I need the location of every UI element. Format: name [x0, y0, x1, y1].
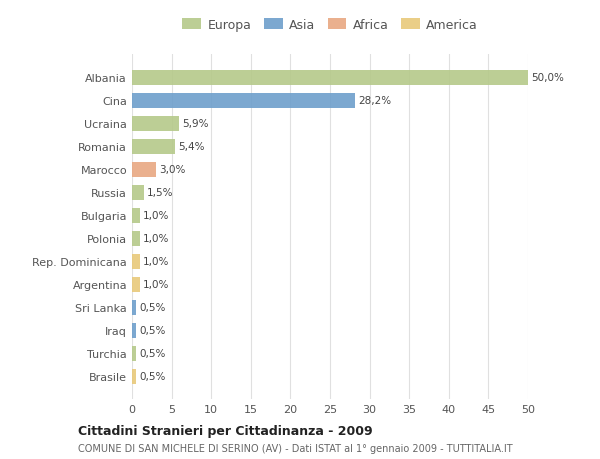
Text: 1,0%: 1,0% — [143, 280, 169, 290]
Text: 1,0%: 1,0% — [143, 211, 169, 221]
Text: 0,5%: 0,5% — [139, 302, 166, 313]
Bar — [132, 94, 355, 109]
Text: 1,5%: 1,5% — [147, 188, 173, 198]
Text: 1,0%: 1,0% — [143, 257, 169, 267]
Text: 5,9%: 5,9% — [182, 119, 208, 129]
Bar — [132, 277, 140, 292]
Text: 50,0%: 50,0% — [531, 73, 564, 83]
Bar — [132, 300, 136, 315]
Bar — [132, 231, 140, 246]
Bar — [132, 346, 136, 361]
Text: Cittadini Stranieri per Cittadinanza - 2009: Cittadini Stranieri per Cittadinanza - 2… — [78, 424, 373, 437]
Text: 28,2%: 28,2% — [359, 96, 392, 106]
Bar — [132, 71, 528, 86]
Bar — [132, 323, 136, 338]
Bar — [132, 254, 140, 269]
Bar — [132, 208, 140, 223]
Bar — [132, 369, 136, 384]
Text: 1,0%: 1,0% — [143, 234, 169, 244]
Bar — [132, 117, 179, 131]
Text: 5,4%: 5,4% — [178, 142, 205, 152]
Bar — [132, 185, 144, 200]
Text: 0,5%: 0,5% — [139, 371, 166, 381]
Legend: Europa, Asia, Africa, America: Europa, Asia, Africa, America — [180, 17, 480, 34]
Text: COMUNE DI SAN MICHELE DI SERINO (AV) - Dati ISTAT al 1° gennaio 2009 - TUTTITALI: COMUNE DI SAN MICHELE DI SERINO (AV) - D… — [78, 443, 512, 453]
Text: 3,0%: 3,0% — [159, 165, 185, 175]
Bar — [132, 162, 156, 177]
Text: 0,5%: 0,5% — [139, 325, 166, 336]
Text: 0,5%: 0,5% — [139, 348, 166, 358]
Bar — [132, 140, 175, 154]
